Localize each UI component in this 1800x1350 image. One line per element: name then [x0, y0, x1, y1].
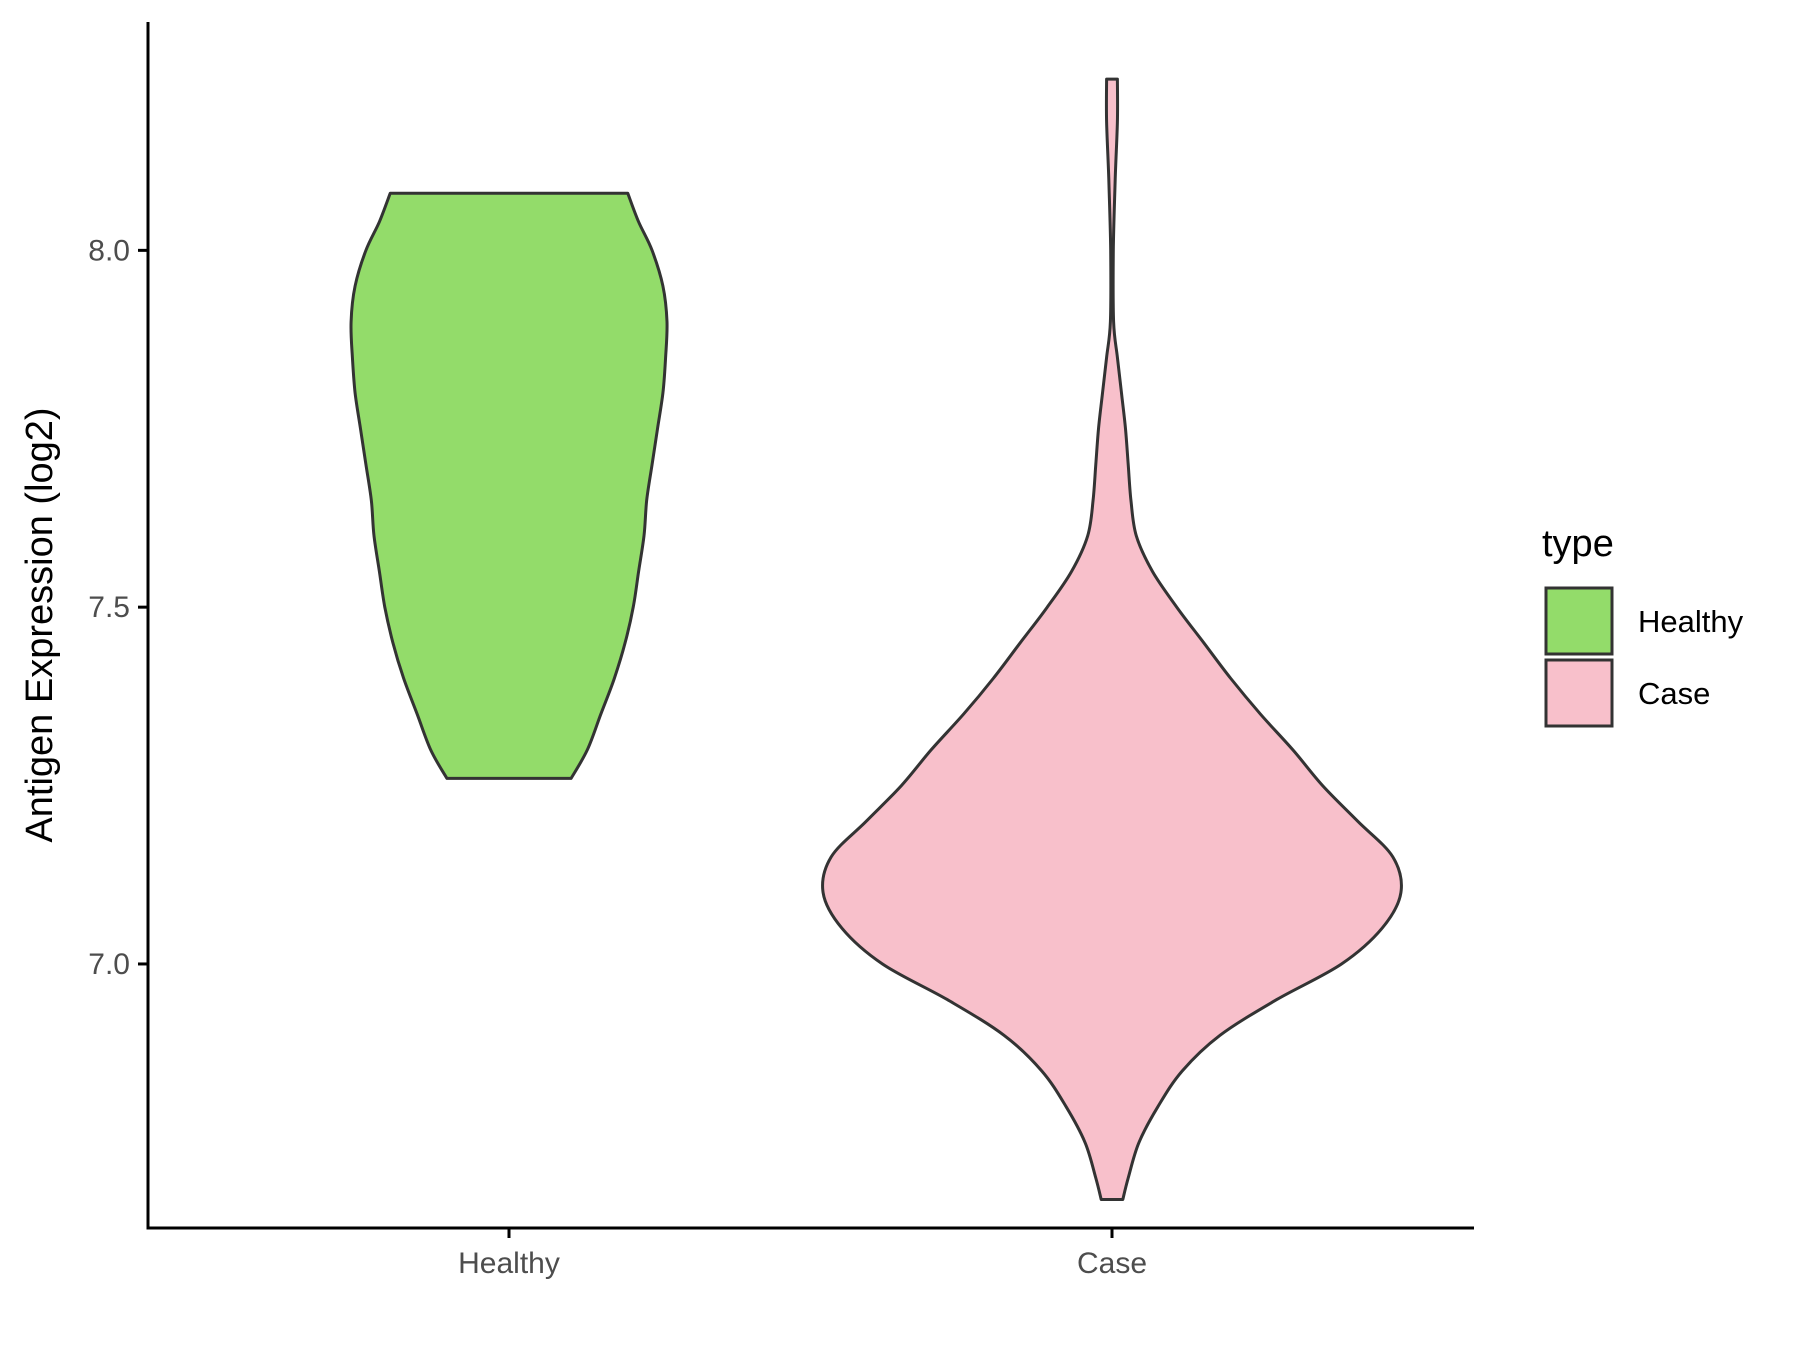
legend: type Healthy Case	[1542, 523, 1744, 728]
legend-items: Healthy Case	[1544, 586, 1744, 728]
legend-label-case: Case	[1638, 676, 1710, 711]
legend-label-healthy: Healthy	[1638, 604, 1744, 639]
y-tick-label: 8.0	[88, 234, 130, 267]
violin-case	[821, 77, 1403, 1201]
legend-title: type	[1542, 523, 1614, 565]
violin-healthy	[349, 191, 669, 780]
y-ticks: 7.0 7.5 8.0	[88, 234, 148, 981]
x-ticks: Healthy Case	[458, 1228, 1147, 1280]
legend-key-case	[1544, 658, 1614, 728]
axes	[146, 22, 1474, 1230]
legend-key-healthy	[1544, 586, 1614, 656]
violin-layer	[349, 77, 1403, 1201]
x-tick-label: Case	[1077, 1247, 1147, 1280]
y-axis-title: Antigen Expression (log2)	[19, 407, 61, 842]
x-tick-label: Healthy	[458, 1247, 560, 1280]
y-tick-label: 7.5	[88, 591, 130, 624]
y-tick-label: 7.0	[88, 948, 130, 981]
